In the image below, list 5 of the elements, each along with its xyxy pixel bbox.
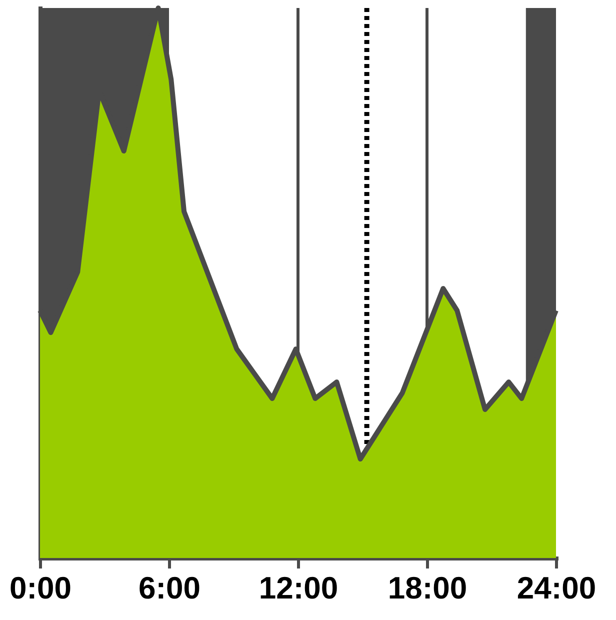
x-tick-label: 24:00 (516, 570, 596, 606)
x-tick-label: 18:00 (388, 570, 468, 606)
x-tick-label: 12:00 (258, 570, 338, 606)
x-tick-label: 6:00 (138, 570, 201, 606)
x-tick-label: 0:00 (9, 570, 72, 606)
